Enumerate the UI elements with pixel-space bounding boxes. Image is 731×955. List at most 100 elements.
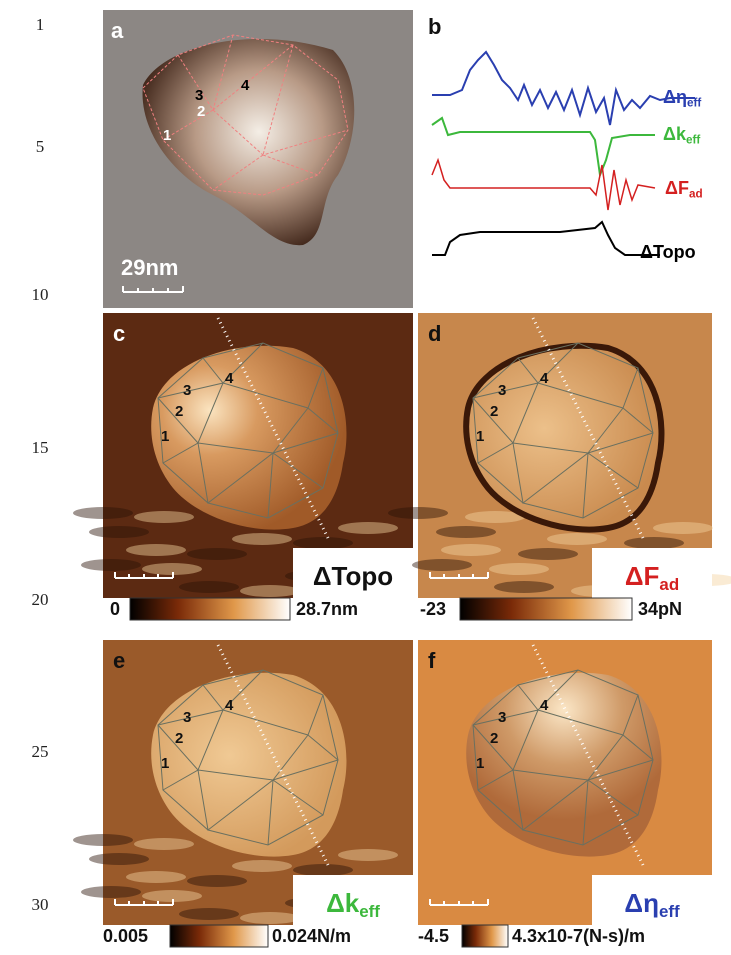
- line-number: 5: [36, 137, 45, 156]
- texture: [338, 849, 398, 861]
- texture: [232, 860, 292, 872]
- site-marker: 3: [498, 382, 506, 399]
- texture: [134, 838, 194, 850]
- panel-c: c 123 4 ΔTopo: [73, 313, 413, 598]
- texture: [494, 581, 554, 593]
- site-marker: 3: [195, 87, 203, 104]
- texture: [293, 864, 353, 876]
- texture: [338, 522, 398, 534]
- colorbar-min: -23: [420, 599, 446, 619]
- colorbar: [460, 598, 632, 620]
- texture: [187, 548, 247, 560]
- colorbar-min: 0.005: [103, 926, 148, 946]
- site-marker: 4: [540, 370, 549, 387]
- channel-label: ΔTopo: [313, 561, 393, 591]
- trace-label: ΔFad: [665, 178, 703, 201]
- site-marker: 3: [498, 709, 506, 726]
- panel-label: c: [113, 321, 125, 346]
- panel-f: f 123 4 Δηeff: [418, 640, 712, 925]
- texture: [81, 886, 141, 898]
- site-marker: 1: [476, 428, 484, 445]
- texture: [89, 526, 149, 538]
- texture: [293, 537, 353, 549]
- site-marker: 2: [175, 730, 183, 747]
- texture: [73, 507, 133, 519]
- panel-label: b: [428, 14, 441, 39]
- texture: [489, 563, 549, 575]
- site-marker: 1: [163, 127, 171, 144]
- line-number: 30: [32, 895, 49, 914]
- trace-label: Δkeff: [663, 124, 700, 147]
- trace-label-symbol: Δk: [663, 124, 687, 144]
- line-number: 15: [32, 438, 49, 457]
- texture: [187, 875, 247, 887]
- texture: [89, 853, 149, 865]
- site-marker: 2: [490, 403, 498, 420]
- texture: [126, 544, 186, 556]
- texture: [240, 912, 300, 924]
- texture: [179, 908, 239, 920]
- colorbar: [170, 925, 268, 947]
- channel-label-subscript: eff: [659, 902, 680, 921]
- channel-label-subscript: ad: [659, 575, 679, 594]
- colorbar-max: 0.024N/m: [272, 926, 351, 946]
- panel-label: d: [428, 321, 441, 346]
- channel-label-symbol: Δη: [624, 888, 659, 918]
- line-number: 10: [32, 285, 49, 304]
- colorbar-min: 0: [110, 599, 120, 619]
- site-marker: 2: [490, 730, 498, 747]
- site-marker: 4: [241, 77, 250, 94]
- texture: [518, 548, 578, 560]
- panel-label: f: [428, 648, 436, 673]
- texture: [441, 544, 501, 556]
- site-marker: 3: [183, 382, 191, 399]
- line-number: 1: [36, 15, 45, 34]
- trace-label-subscript: eff: [687, 97, 701, 110]
- panel-label: a: [111, 18, 124, 43]
- panel-label: e: [113, 648, 125, 673]
- texture: [624, 537, 684, 549]
- trace-label-subscript: ad: [689, 188, 703, 201]
- trace-label: ΔTopo: [640, 242, 696, 262]
- texture: [179, 581, 239, 593]
- texture: [412, 559, 472, 571]
- colorbar: [462, 925, 508, 947]
- site-marker: 1: [161, 755, 169, 772]
- colorbar-max: 28.7nm: [296, 599, 358, 619]
- texture: [240, 585, 300, 597]
- scale-bar-label: 29nm: [121, 255, 178, 280]
- channel-label-symbol: ΔF: [625, 561, 660, 591]
- site-marker: 2: [175, 403, 183, 420]
- site-marker: 1: [161, 428, 169, 445]
- line-number: 20: [32, 590, 49, 609]
- texture: [653, 522, 713, 534]
- texture: [134, 511, 194, 523]
- texture: [126, 871, 186, 883]
- colorbar-min: -4.5: [418, 926, 449, 946]
- site-marker: 2: [197, 103, 205, 120]
- texture: [73, 834, 133, 846]
- figure: 151015202530 a 1234 29nm b ΔηeffΔkeffΔFa…: [0, 0, 731, 955]
- site-marker: 4: [225, 370, 234, 387]
- trace-label-symbol: Δη: [663, 87, 687, 107]
- channel-label-subscript: eff: [359, 902, 380, 921]
- site-marker: 1: [476, 755, 484, 772]
- panel-d: d 123 4 ΔFad: [388, 313, 731, 598]
- trace-label-symbol: ΔF: [665, 178, 689, 198]
- colorbar-max: 4.3x10-7(N-s)/m: [512, 926, 645, 946]
- line-number: 25: [32, 742, 49, 761]
- trace-label-subscript: eff: [686, 134, 700, 147]
- texture: [232, 533, 292, 545]
- site-marker: 4: [225, 697, 234, 714]
- colorbar-max: 34pN: [638, 599, 682, 619]
- texture: [81, 559, 141, 571]
- texture: [547, 533, 607, 545]
- texture: [388, 507, 448, 519]
- line-numbers: 151015202530: [32, 15, 49, 914]
- colorbar: [130, 598, 290, 620]
- site-marker: 3: [183, 709, 191, 726]
- trace-label: Δηeff: [663, 87, 701, 110]
- channel-label-symbol: ΔTopo: [313, 561, 393, 591]
- site-marker: 4: [540, 697, 549, 714]
